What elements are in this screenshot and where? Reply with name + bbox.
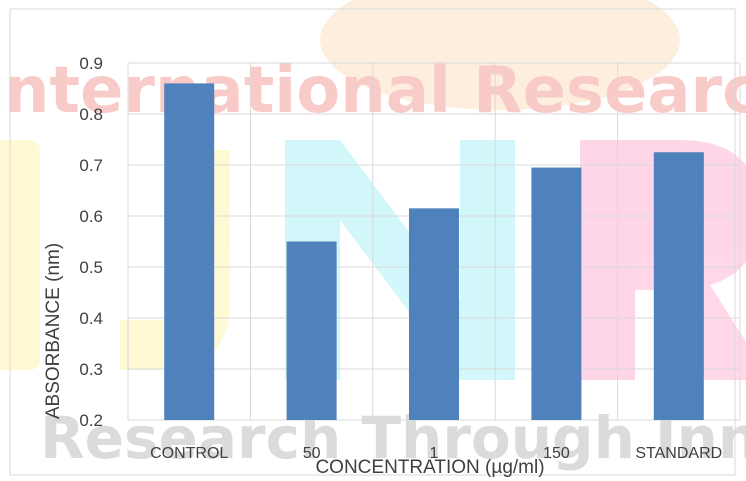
y-tick-label: 0.5 (79, 258, 103, 277)
y-tick-label: 0.9 (79, 54, 103, 73)
x-axis-title: CONCENTRATION (µg/ml) (315, 457, 544, 478)
y-tick-label: 0.8 (79, 105, 103, 124)
chart-border (9, 8, 736, 476)
bar-50 (286, 241, 337, 420)
y-tick-label: 0.7 (79, 156, 103, 175)
y-tick-label: 0.4 (79, 309, 103, 328)
watermark-bottom-text: Research Through Innovation (40, 404, 746, 472)
y-tick-label: 0.6 (79, 207, 103, 226)
x-category-label: 1 (430, 445, 439, 462)
y-axis-title: ABSORBANCE (nm) (43, 243, 64, 419)
bars (164, 83, 704, 421)
y-tick-label: 0.2 (79, 411, 103, 430)
y-tick-labels: 0.2 0.3 0.4 0.5 0.6 0.7 0.8 0.9 (79, 54, 103, 430)
bar-150 (531, 167, 582, 420)
watermark-letter-i (0, 140, 40, 370)
x-category-labels: CONTROL 50 1 150 STANDARD (150, 445, 722, 462)
bar-standard (653, 152, 704, 420)
x-category-label: CONTROL (150, 445, 228, 462)
bar-1 (409, 208, 459, 420)
bar-control (164, 83, 215, 421)
x-category-label: 150 (543, 445, 570, 462)
x-category-label: STANDARD (635, 445, 722, 462)
x-category-label: 50 (303, 445, 321, 462)
watermark-sun-shape (320, 0, 680, 110)
y-tick-label: 0.3 (79, 360, 103, 379)
gridlines (127, 62, 741, 421)
